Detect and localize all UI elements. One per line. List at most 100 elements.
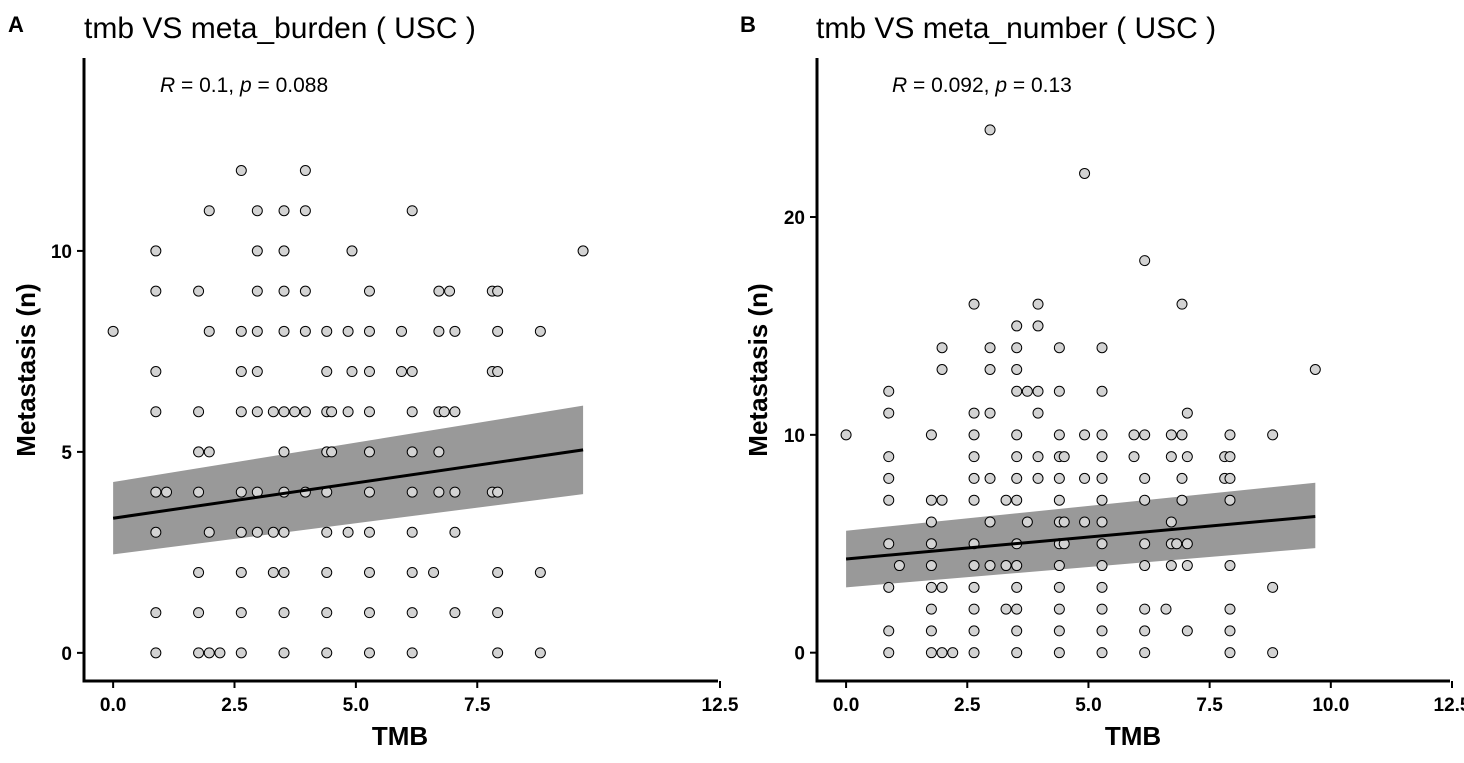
panel-a-tag: A — [8, 12, 24, 37]
panel-b-x-tick-label: 2.5 — [954, 695, 981, 716]
panel-b-data-point — [883, 625, 895, 637]
panel-a-data-point — [406, 566, 418, 578]
panel-b-regression-line — [845, 515, 1316, 561]
panel-b-data-point — [883, 494, 895, 506]
panel-a-data-point — [444, 285, 456, 297]
panel-a-data-point — [396, 366, 408, 378]
panel-a-data-point — [449, 486, 461, 498]
panel-b-data-point — [1096, 342, 1108, 354]
panel-a-data-point — [251, 406, 263, 418]
panel-b-data-point — [936, 494, 948, 506]
panel-b-data-point — [1011, 581, 1023, 593]
panel-a-data-point — [326, 406, 338, 418]
panel-b-data-point — [936, 647, 948, 659]
panel-a-data-point — [449, 406, 461, 418]
panel-b-data-point — [925, 494, 937, 506]
panel-a-data-point — [193, 285, 205, 297]
panel-a-data-point — [534, 566, 546, 578]
panel-a-data-point — [299, 165, 311, 177]
panel-a-data-point — [251, 205, 263, 217]
panel-a-data-point — [342, 325, 354, 337]
panel-b-data-point — [1096, 603, 1108, 615]
panel-a-data-point — [363, 325, 375, 337]
panel-a-data-point — [492, 607, 504, 619]
panel-a-data-point — [406, 607, 418, 619]
panel-a-data-point — [150, 245, 162, 257]
panel-a-data-point — [438, 406, 450, 418]
panel-a-data-point — [235, 325, 247, 337]
panel-b-data-point — [1165, 516, 1177, 528]
panel-b-data-point — [936, 342, 948, 354]
panel-b-data-point — [1224, 494, 1236, 506]
panel-b-data-point — [1096, 385, 1108, 397]
panel-a-data-point — [278, 205, 290, 217]
panel-b-data-point — [1011, 364, 1023, 375]
panel-b-data-point — [1032, 407, 1044, 419]
panel-b-data-point — [1139, 429, 1151, 441]
panel-a-data-point — [235, 647, 247, 659]
panel-b-y-tick-label: 10 — [784, 426, 805, 447]
panel-a-data-point — [251, 526, 263, 538]
panel-b-x-tick-label: 10.0 — [1312, 695, 1349, 716]
panel-b-data-point — [1032, 298, 1044, 310]
panel-a-data-point — [321, 607, 333, 619]
panel-b-data-point — [968, 407, 980, 419]
panel-a-x-axis-title: TMB — [372, 721, 428, 751]
panel-b-data-point — [1032, 320, 1044, 332]
panel-a-data-point — [235, 566, 247, 578]
panel-b-data-point — [968, 429, 980, 441]
panel-a-data-point — [449, 325, 461, 337]
panel-b-data-point — [1058, 516, 1070, 528]
panel-b-data-point — [1165, 429, 1177, 441]
panel-b-confidence-band — [846, 482, 1316, 588]
panel-a-data-point — [150, 486, 162, 498]
panel-b-data-point — [1011, 472, 1023, 484]
panel-b-data-point — [1128, 451, 1140, 463]
panel-b-data-point — [1128, 429, 1140, 441]
panel-b-data-point — [984, 124, 996, 136]
panel-b-data-point — [1139, 538, 1151, 550]
panel-b-x-tick-label: 0.0 — [833, 695, 859, 716]
panel-b-data-point — [1053, 385, 1065, 397]
panel-a-data-point — [492, 566, 504, 578]
panel-a-data-point — [363, 486, 375, 498]
panel-a-data-point — [251, 285, 263, 297]
panel-b-data-point — [1176, 472, 1188, 484]
panel-a-x-tick-label: 0.0 — [100, 695, 126, 716]
panel-a-data-point — [251, 366, 263, 378]
panel-a-data-point — [346, 366, 358, 378]
panel-a-data-point — [428, 566, 440, 578]
panel-a-data-point — [203, 647, 215, 659]
panel-a-data-point — [363, 446, 375, 458]
panel-b-data-point — [1267, 429, 1279, 441]
panel-b-data-point — [1096, 538, 1108, 550]
panel-b-data-point — [984, 560, 996, 572]
panel-a-y-axis-title: Metastasis (n) — [11, 283, 41, 456]
panel-a-data-point — [161, 486, 173, 498]
panel-a-data-point — [107, 325, 119, 337]
panel-a-data-point — [363, 526, 375, 538]
panel-a-data-point — [150, 526, 162, 538]
panel-a-data-point — [346, 245, 358, 257]
panel-a-x-tick-label: 12.5 — [702, 695, 739, 716]
panel-a-data-point — [150, 366, 162, 378]
panel-b-data-point — [1160, 603, 1172, 615]
panel-a-y-tick-label: 10 — [51, 242, 72, 263]
panel-a-data-point — [278, 647, 290, 659]
panel-b-data-point — [1096, 494, 1108, 506]
panel-a-data-point — [321, 325, 333, 337]
panel-b-data-point — [1139, 625, 1151, 637]
panel-b-data-point — [968, 603, 980, 615]
panel-b-data-point — [883, 538, 895, 550]
panel-b-data-point — [925, 560, 937, 572]
panel-b-data-point — [1181, 451, 1193, 463]
panel-a-data-point — [193, 647, 205, 659]
panel-a-data-point — [203, 325, 215, 337]
panel-b-data-point — [1224, 625, 1236, 637]
panel-b-data-point — [840, 429, 852, 441]
panel-a-data-point — [363, 285, 375, 297]
panel-a-data-point — [433, 325, 445, 337]
panel-b-data-point — [1032, 472, 1044, 484]
panel-a-data-point — [321, 526, 333, 538]
